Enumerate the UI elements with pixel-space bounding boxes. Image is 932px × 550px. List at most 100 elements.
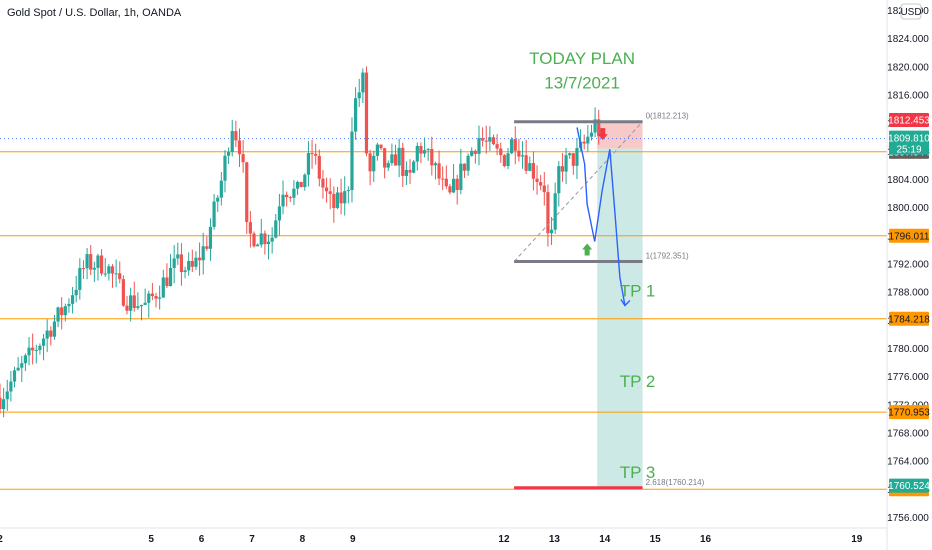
candle-body [74, 289, 78, 296]
position-zones [597, 121, 643, 488]
candle-body [266, 241, 271, 245]
candle-body [92, 267, 96, 270]
y-tick-label: 1776.000 [887, 372, 929, 383]
candle-body [241, 154, 245, 163]
candle-body [172, 258, 176, 268]
candle-body [401, 147, 405, 176]
candle-body [433, 163, 438, 166]
hline-badge-bg [889, 405, 929, 420]
x-tick-label: 6 [199, 534, 205, 545]
candle-body [499, 148, 503, 156]
y-tick-label: 1816.000 [887, 91, 929, 102]
candle-body [187, 261, 191, 271]
x-tick-label: 2 [0, 534, 3, 545]
y-tick-label: 1768.000 [887, 428, 929, 439]
candle-body [317, 155, 321, 179]
candle-body [2, 399, 6, 410]
candle-body [100, 255, 104, 274]
currency-button[interactable]: USD [900, 3, 922, 20]
x-tick-label: 5 [148, 534, 154, 545]
candle-body [208, 226, 213, 249]
candle-body [430, 148, 434, 166]
candle-body [586, 136, 590, 144]
candle-body [27, 347, 31, 356]
candle-body [375, 144, 379, 156]
current-price-badge-bg [889, 130, 929, 155]
annotation-text: 13/7/2021 [544, 74, 620, 93]
candle-body [419, 145, 423, 154]
candle-body [303, 174, 307, 188]
candle-body [205, 246, 209, 249]
candle-body [168, 267, 173, 287]
scenario-path [576, 127, 626, 306]
scenario-arrowhead [620, 299, 631, 307]
candle-body [299, 181, 303, 188]
candle-body [335, 192, 340, 208]
countdown-badge: 25:19 [896, 145, 921, 156]
candle-body [49, 330, 53, 337]
x-tick-label: 14 [599, 534, 611, 545]
candle-body [531, 163, 536, 179]
candle-body [252, 233, 256, 247]
x-tick-label: 16 [700, 534, 712, 545]
candle-body [332, 193, 336, 208]
x-tick-label: 9 [350, 534, 356, 545]
annotation-text: TP 1 [620, 281, 656, 300]
candle-body [473, 150, 477, 154]
y-tick-label: 1792.000 [887, 260, 929, 271]
candle-body [408, 169, 412, 173]
candle-body [219, 180, 223, 198]
candle-body [455, 178, 459, 190]
candle-body [256, 244, 260, 247]
hline-badge: 1770.953 [888, 408, 930, 419]
candle-body [52, 321, 57, 337]
candle-body [444, 178, 448, 187]
candle-body [484, 140, 488, 142]
candle-body [165, 277, 169, 287]
candle-body [288, 197, 292, 199]
x-tick-label: 7 [249, 534, 255, 545]
annotation-text: TP 2 [620, 372, 656, 391]
candle-body [81, 268, 86, 270]
candle-body [216, 197, 220, 202]
candle-body [310, 153, 314, 155]
candle-body [564, 155, 568, 172]
candle-body [321, 178, 325, 188]
price-badge: 1812.453 [888, 116, 930, 127]
candle-body [466, 155, 470, 171]
candle-body [132, 295, 136, 308]
horizontal-lines [0, 138, 887, 490]
fib-trendline [513, 121, 643, 262]
price-badge-bg [889, 478, 929, 493]
candle-body [197, 257, 202, 261]
candle-body [477, 138, 481, 154]
candle-body [560, 166, 565, 172]
candle-body [451, 178, 456, 193]
candle-body [426, 148, 430, 151]
price-badge-bg [889, 113, 929, 128]
candle-body [150, 293, 155, 297]
fib-label-2618: 2.618(1760.214) [646, 478, 705, 487]
take-profit-zone [597, 148, 643, 488]
hline-badge: 1796.011 [889, 231, 930, 242]
candle-body [448, 186, 452, 193]
candle-body [470, 150, 474, 156]
candle-body [63, 306, 67, 316]
candle-body [502, 155, 506, 167]
candle-body [597, 119, 601, 137]
candle-body [110, 266, 115, 274]
candle-body [412, 161, 416, 173]
x-axis[interactable]: 2 5 6 7 8 9 12 13 14 15 16 19 [0, 534, 863, 545]
candle-body [237, 140, 242, 155]
candle-body [437, 163, 441, 179]
candle-body [357, 92, 361, 99]
candle-body [114, 273, 118, 275]
y-tick-label: 1820.000 [887, 62, 929, 73]
candle-body [568, 153, 572, 156]
candle-body [510, 139, 514, 154]
candle-body [390, 154, 394, 164]
candle-body [488, 137, 492, 142]
candle-body [295, 181, 300, 189]
price-badges: 1807.9531796.0111784.2181770.9531760.013… [888, 113, 930, 497]
